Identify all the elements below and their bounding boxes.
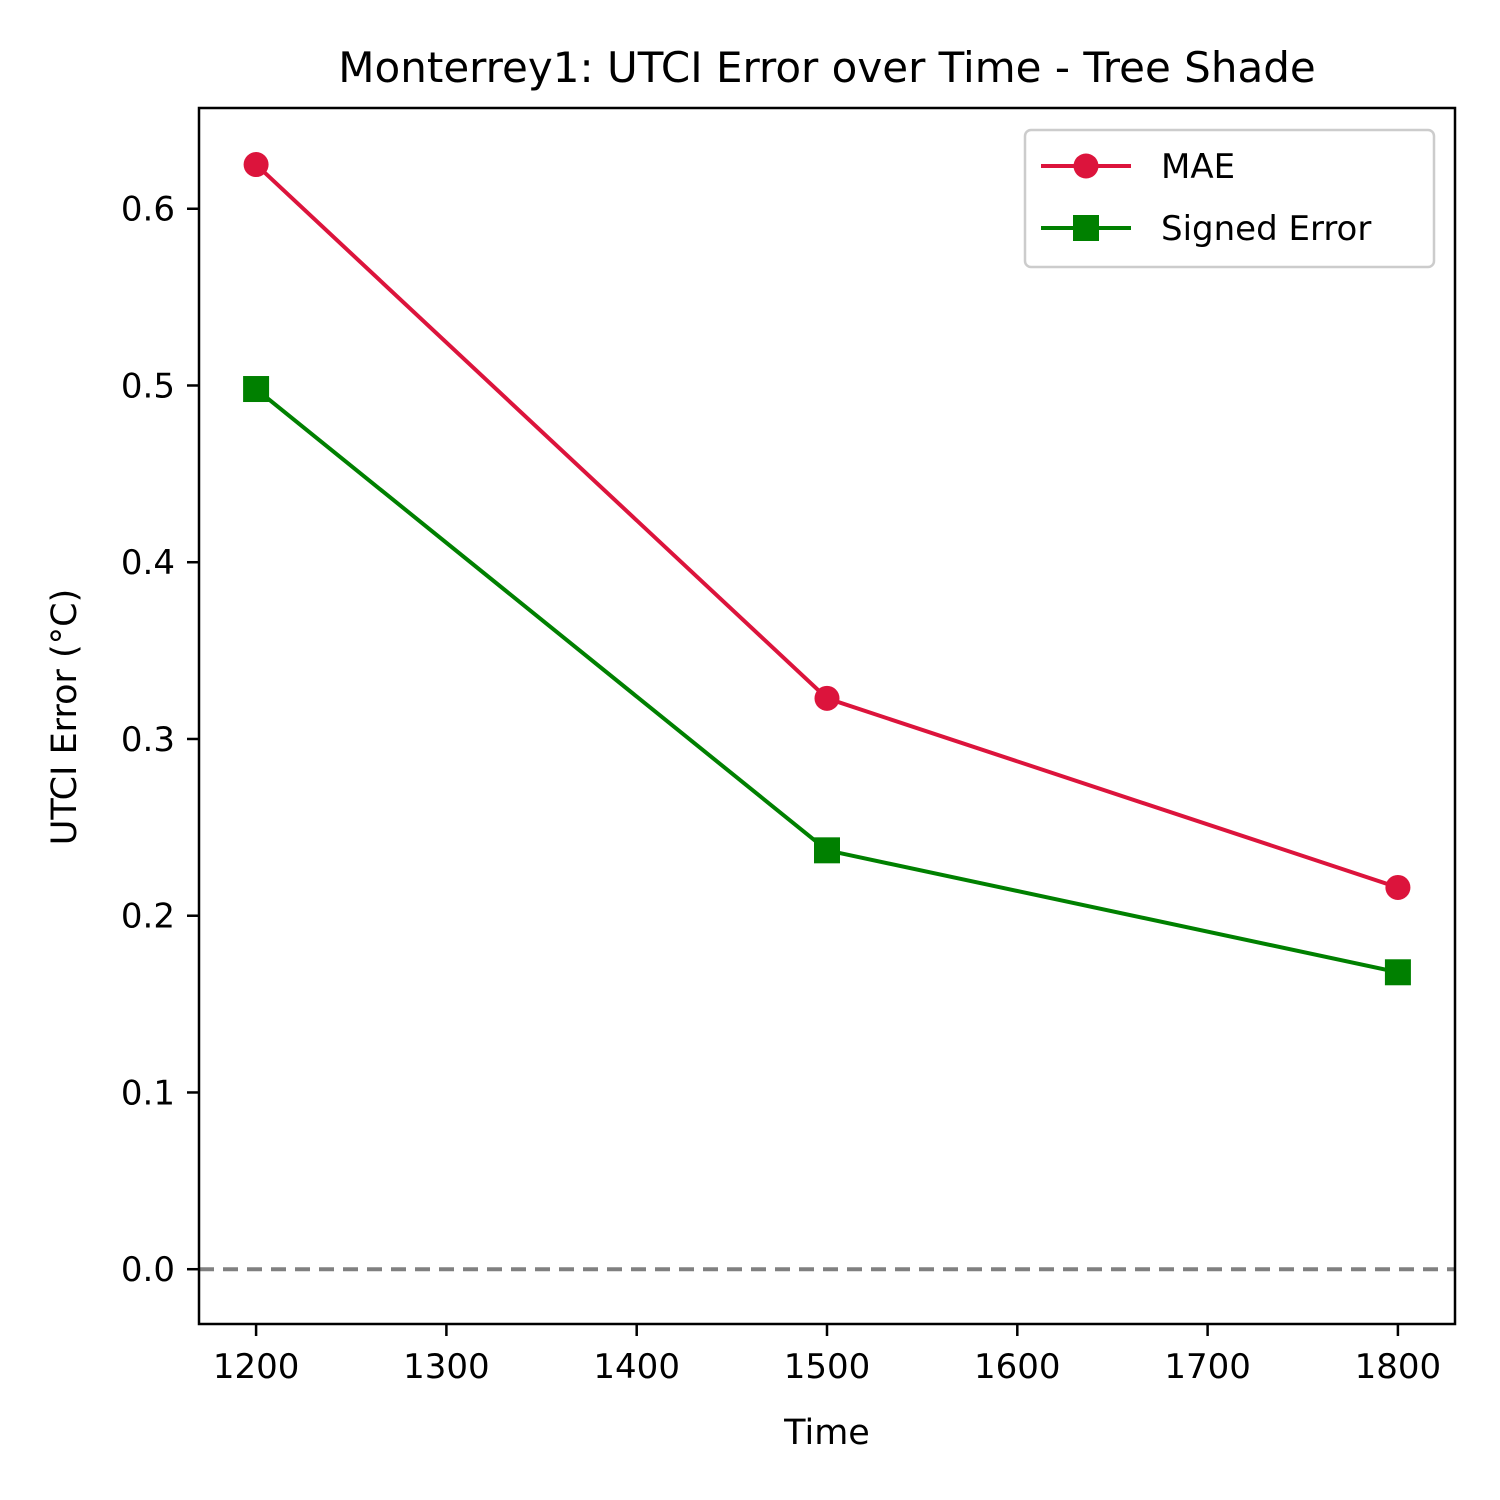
legend-item-1: MAE (1041, 147, 1235, 187)
data-point (1385, 874, 1411, 900)
x-axis-label: Time (783, 1413, 870, 1453)
chart-title: Monterrey1: UTCI Error over Time - Tree … (338, 43, 1315, 92)
data-point (243, 152, 269, 178)
x-tick-label: 1800 (1355, 1347, 1442, 1387)
series-1 (243, 152, 1411, 900)
series-2 (243, 376, 1411, 986)
y-tick-label: 0.5 (121, 366, 175, 406)
y-tick-label: 0.2 (121, 897, 175, 937)
y-tick-label: 0.4 (121, 543, 175, 583)
y-axis: 0.0 0.1 0.2 0.3 0.4 0.5 0.6 (121, 190, 199, 1290)
y-tick-label: 0.3 (121, 720, 175, 760)
x-tick-label: 1400 (593, 1347, 680, 1387)
x-axis: 1200 1300 1400 1500 1600 1700 1800 (213, 1324, 1441, 1387)
x-tick-label: 1300 (403, 1347, 490, 1387)
legend-item-2: Signed Error (1041, 209, 1371, 249)
plot-area (197, 106, 1457, 1326)
legend-marker (1073, 153, 1099, 179)
y-tick-label: 0.0 (121, 1250, 175, 1290)
legend-label: Signed Error (1161, 209, 1371, 249)
data-point (1384, 959, 1411, 986)
legend-label: MAE (1161, 147, 1235, 187)
x-tick-label: 1700 (1164, 1347, 1251, 1387)
y-axis-label: UTCI Error (°C) (45, 589, 85, 846)
y-tick-label: 0.6 (121, 190, 175, 230)
legend: MAE Signed Error (1023, 128, 1436, 269)
data-point (814, 837, 840, 864)
x-tick-label: 1600 (974, 1347, 1061, 1387)
data-point (814, 685, 840, 711)
y-tick-label: 0.1 (121, 1073, 175, 1113)
legend-marker (1073, 215, 1099, 241)
data-point (243, 376, 270, 403)
x-tick-label: 1500 (784, 1347, 871, 1387)
x-tick-label: 1200 (213, 1347, 300, 1387)
